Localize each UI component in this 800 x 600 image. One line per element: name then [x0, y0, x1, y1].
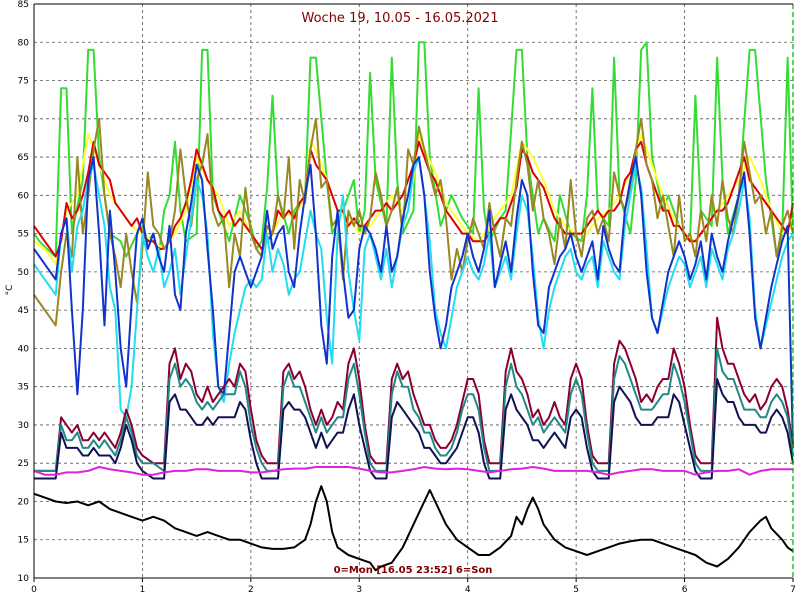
- series-line-6: [33, 156, 794, 448]
- y-tick-label: 80: [18, 38, 30, 48]
- y-tick-label: 85: [18, 0, 29, 10]
- y-tick-label: 20: [18, 497, 30, 507]
- x-tick-label: 7: [790, 585, 796, 595]
- y-tick-label: 35: [18, 383, 29, 393]
- x-tick-label: 4: [465, 585, 471, 595]
- x-tick-label: 2: [248, 585, 254, 595]
- series-group: [33, 41, 794, 572]
- y-tick-label: 55: [18, 230, 29, 240]
- x-tick-label: 1: [140, 585, 146, 595]
- y-tick-label: 10: [18, 574, 30, 584]
- series-line-7: [34, 316, 794, 472]
- y-tick-label: 65: [18, 153, 29, 163]
- chart-footer: 0=Mon [16.05 23:52] 6=Son: [334, 565, 493, 576]
- x-tick-label: 5: [573, 585, 579, 595]
- y-tick-label: 45: [18, 306, 29, 316]
- y-tick-label: 50: [18, 268, 30, 278]
- y-tick-label: 30: [18, 421, 30, 431]
- y-tick-label: 15: [18, 536, 29, 546]
- grid: [34, 3, 793, 578]
- y-axis-label: °C: [5, 285, 15, 296]
- x-tick-label: 0: [31, 585, 37, 595]
- series-line-10: [33, 466, 793, 476]
- series-line-11: [33, 485, 794, 572]
- y-tick-label: 60: [18, 191, 30, 201]
- chart-title: Woche 19, 10.05 - 16.05.2021: [302, 11, 499, 26]
- x-tick-label: 3: [356, 585, 362, 595]
- x-tick-label: 6: [682, 585, 688, 595]
- y-tick-label: 75: [18, 77, 29, 87]
- series-line-9: [34, 378, 794, 480]
- series-line-4: [33, 117, 794, 327]
- series-line-8: [34, 347, 794, 472]
- y-tick-label: 25: [18, 459, 29, 469]
- y-tick-label: 70: [18, 115, 30, 125]
- y-tick-label: 40: [18, 344, 30, 354]
